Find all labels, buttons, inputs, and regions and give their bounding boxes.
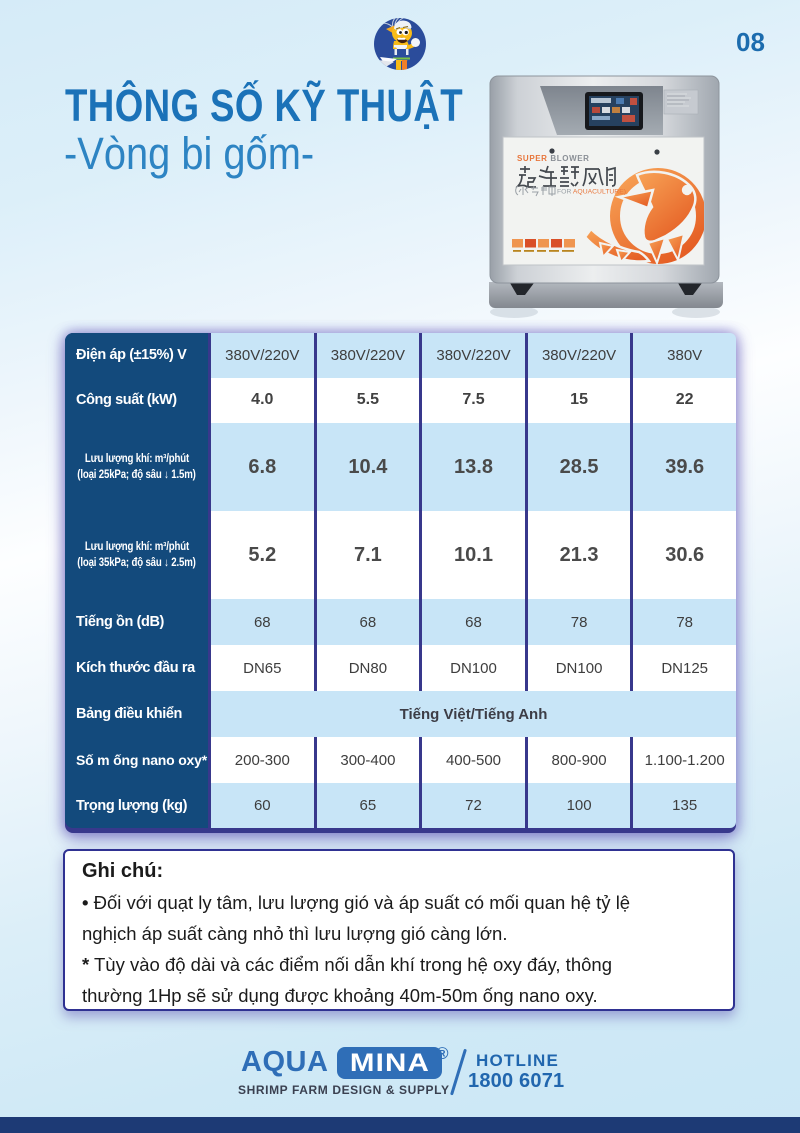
- svg-text:FOR AQUACULTURE): FOR AQUACULTURE): [557, 189, 626, 196]
- svg-text:SUPER BLOWER: SUPER BLOWER: [517, 154, 590, 163]
